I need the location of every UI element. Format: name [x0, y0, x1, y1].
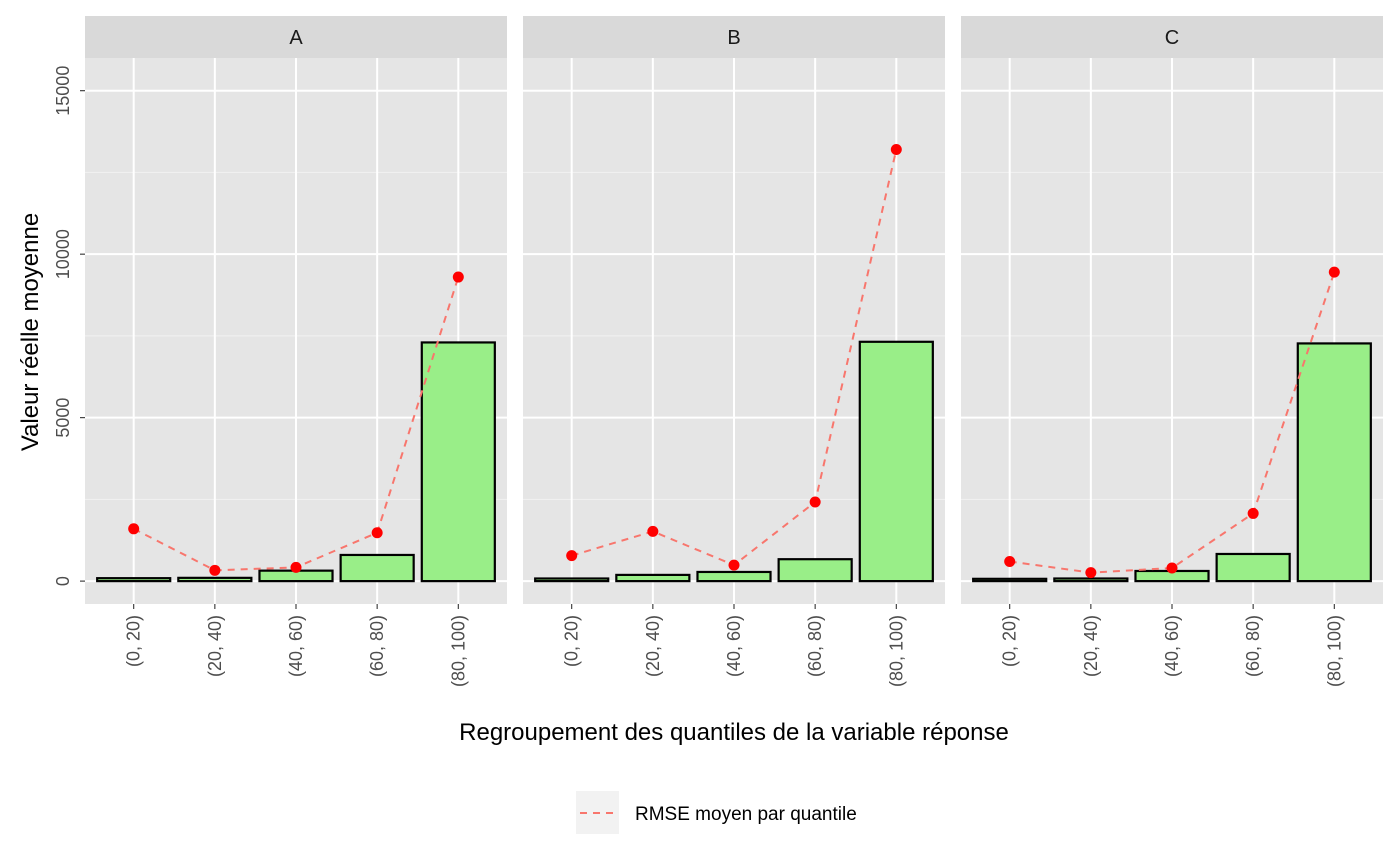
bar [696, 570, 772, 583]
rmse-point [209, 564, 221, 576]
facet-strip-label: C [1165, 27, 1179, 49]
bar [534, 577, 610, 583]
bar [777, 558, 853, 583]
rmse-point [1328, 266, 1340, 278]
rmse-point [1166, 562, 1178, 574]
facet-panel-c: C (0, 20) (20, 40) (40, 60) (60, 80) (80, 100… [961, 16, 1383, 687]
bar [972, 577, 1048, 583]
facet-strip-label: A [289, 27, 303, 49]
facet-panel-a: A (0, 20) (20, 40) (40, 60) (60, 80) (80, 100… [85, 16, 507, 687]
y-tick-label: 10000 [53, 229, 73, 279]
y-axis-title: Valeur réelle moyenne [17, 213, 44, 451]
rmse-point [1085, 567, 1097, 579]
rmse-point [647, 525, 659, 537]
rmse-line [1009, 271, 1336, 574]
x-axis-title: Regroupement des quantiles de la variabl… [459, 719, 1009, 746]
x-tick-label: (60, 80) [367, 615, 387, 677]
x-tick-label: (80, 100) [448, 615, 468, 687]
rmse-point [809, 496, 821, 508]
x-tick-label: (40, 60) [1162, 615, 1182, 677]
rmse-point [128, 523, 140, 535]
rmse-point [452, 271, 464, 283]
x-tick-label: (60, 80) [805, 615, 825, 677]
y-tick-label: 0 [53, 576, 73, 586]
x-tick-label: (0, 20) [562, 615, 582, 667]
y-tick-label: 15000 [53, 66, 73, 116]
bar [1053, 577, 1129, 583]
bar [858, 340, 934, 583]
bar [1296, 342, 1372, 583]
x-tick-label: (80, 100) [1324, 615, 1344, 687]
legend: RMSE moyen par quantile [576, 791, 857, 834]
bar [1215, 552, 1291, 583]
bar [339, 553, 415, 583]
facet-strip [85, 16, 507, 58]
facet-strip [961, 16, 1383, 58]
rmse-point [1247, 507, 1259, 519]
rmse-point [890, 144, 902, 156]
x-tick-label: (40, 60) [286, 615, 306, 677]
x-tick-label: (20, 40) [205, 615, 225, 677]
legend-label: RMSE moyen par quantile [635, 804, 857, 825]
bar [615, 573, 691, 583]
x-tick-label: (0, 20) [124, 615, 144, 667]
bar [420, 341, 496, 583]
y-tick-label: 5000 [53, 398, 73, 438]
x-tick-label: (20, 40) [643, 615, 663, 677]
facet-panel-b: B (0, 20) (20, 40) (40, 60) (60, 80) (80, 100… [523, 16, 945, 687]
rmse-point [728, 559, 740, 571]
x-tick-label: (80, 100) [886, 615, 906, 687]
rmse-point [290, 561, 302, 573]
facet-strip-label: B [727, 27, 740, 49]
rmse-point [566, 550, 578, 562]
bar [96, 577, 172, 583]
x-tick-label: (40, 60) [724, 615, 744, 677]
x-tick-label: (20, 40) [1081, 615, 1101, 677]
rmse-point [371, 527, 383, 539]
x-tick-label: (0, 20) [1000, 615, 1020, 667]
rmse-point [1004, 555, 1016, 567]
x-tick-label: (60, 80) [1243, 615, 1263, 677]
facet-strip [523, 16, 945, 58]
bar [177, 576, 253, 583]
